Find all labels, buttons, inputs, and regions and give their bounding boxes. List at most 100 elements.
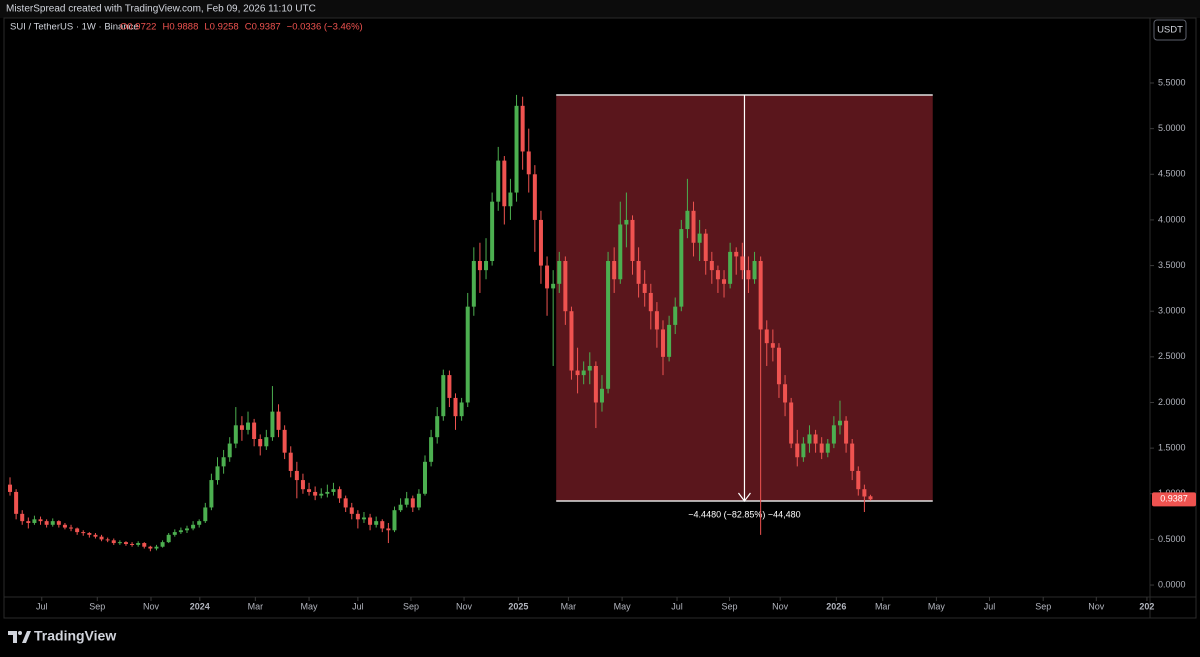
x-tick-label: 2026 bbox=[826, 601, 846, 611]
candle-body bbox=[154, 546, 159, 549]
y-tick-label: 0.0000 bbox=[1158, 579, 1186, 589]
candle-body bbox=[679, 229, 684, 307]
candle-body bbox=[282, 429, 287, 453]
candle-body bbox=[331, 489, 336, 492]
logo-slash bbox=[22, 631, 31, 643]
pane-frame bbox=[3, 17, 1197, 619]
y-tick-label: 3.5000 bbox=[1158, 260, 1186, 270]
x-tick-label: Sep bbox=[722, 601, 738, 611]
candle-body bbox=[343, 498, 348, 508]
candle-body bbox=[50, 521, 55, 525]
y-tick-label: 4.5000 bbox=[1158, 169, 1186, 179]
y-tick-label: 5.5000 bbox=[1158, 77, 1186, 87]
x-tick-label: 2025 bbox=[508, 601, 528, 611]
plot: −4.4480 (−82.85%) −44,4800.00000.50001.0… bbox=[8, 77, 1196, 611]
candle-body bbox=[722, 279, 727, 284]
candle-body bbox=[416, 493, 421, 508]
candle-body bbox=[221, 457, 226, 467]
candle-body bbox=[422, 461, 427, 494]
candle-body bbox=[398, 504, 403, 511]
candle-body bbox=[734, 251, 739, 257]
y-tick-label: 5.0000 bbox=[1158, 123, 1186, 133]
candle-body bbox=[667, 324, 672, 357]
x-tick-label: May bbox=[614, 601, 632, 611]
candle-body bbox=[62, 524, 67, 528]
candle-body bbox=[618, 224, 623, 280]
currency[interactable]: USDT bbox=[1157, 25, 1183, 36]
legend-value: O0.9722 bbox=[120, 22, 156, 33]
candle-body bbox=[685, 210, 690, 230]
x-tick-label: Jul bbox=[36, 601, 48, 611]
candle-body bbox=[868, 496, 873, 500]
y-tick-label: 4.0000 bbox=[1158, 214, 1186, 224]
y-tick-label: 2.0000 bbox=[1158, 397, 1186, 407]
candle-body bbox=[93, 534, 98, 537]
candle-body bbox=[349, 507, 354, 514]
candle-body bbox=[587, 365, 592, 371]
candle-body bbox=[368, 517, 373, 525]
candle-body bbox=[130, 543, 135, 545]
x-tick-label: Nov bbox=[1088, 601, 1105, 611]
candle-body bbox=[514, 105, 519, 193]
candle-body bbox=[856, 470, 861, 490]
candle-body bbox=[215, 466, 220, 481]
candle-body bbox=[465, 306, 470, 403]
candle-body bbox=[276, 411, 281, 430]
candle-body bbox=[8, 484, 13, 492]
candle-body bbox=[563, 261, 568, 312]
candle-body bbox=[26, 521, 31, 523]
candle-body bbox=[111, 540, 116, 544]
candle-body bbox=[44, 521, 49, 525]
candle-body bbox=[239, 425, 244, 430]
candle-body bbox=[545, 265, 550, 289]
candle-body bbox=[441, 375, 446, 417]
candle-body bbox=[624, 219, 629, 225]
candle-body bbox=[209, 480, 214, 508]
logo-dot bbox=[18, 631, 22, 635]
candle-body bbox=[123, 542, 128, 544]
candle-body bbox=[246, 422, 251, 430]
candle-body bbox=[20, 513, 25, 522]
candle-body bbox=[612, 261, 617, 280]
candle-body bbox=[801, 443, 806, 458]
x-tick-label: Mar bbox=[875, 601, 891, 611]
candle-body bbox=[264, 437, 269, 447]
candle-body bbox=[807, 434, 812, 444]
candle-body bbox=[252, 422, 257, 439]
candle-body bbox=[837, 420, 842, 426]
candle-body bbox=[850, 443, 855, 471]
y-tick-label: 1.5000 bbox=[1158, 443, 1186, 453]
candle-body bbox=[374, 521, 379, 525]
candle-body bbox=[300, 480, 305, 490]
candle-body bbox=[117, 542, 122, 544]
candle-body bbox=[453, 397, 458, 417]
candle-body bbox=[429, 437, 434, 462]
x-tick-label: 202 bbox=[1139, 601, 1154, 611]
candle-body bbox=[508, 192, 513, 207]
x-tick-label: Nov bbox=[772, 601, 789, 611]
candle-body bbox=[484, 261, 489, 271]
candle-body bbox=[752, 261, 757, 280]
candle-body bbox=[404, 498, 409, 505]
x-tick-label: Sep bbox=[1035, 601, 1051, 611]
x-tick-label: Mar bbox=[561, 601, 577, 611]
candle-body bbox=[435, 416, 440, 438]
candle-body bbox=[337, 489, 342, 499]
candle-body bbox=[386, 528, 391, 531]
candle-body bbox=[69, 527, 74, 529]
candle-body bbox=[551, 283, 556, 289]
candle-body bbox=[325, 491, 330, 494]
candle-body bbox=[789, 402, 794, 444]
last-price-box bbox=[1152, 492, 1196, 507]
candle-body bbox=[709, 261, 714, 271]
candle-body bbox=[258, 438, 263, 447]
candle-body bbox=[288, 452, 293, 471]
candle-body bbox=[776, 347, 781, 385]
candle-body bbox=[459, 402, 464, 417]
currency-box[interactable] bbox=[1153, 19, 1187, 41]
candle-body bbox=[740, 256, 745, 271]
candle-body bbox=[648, 292, 653, 312]
candle-body bbox=[526, 151, 531, 175]
